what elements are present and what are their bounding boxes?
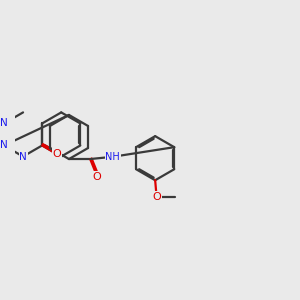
Text: N: N [19, 152, 27, 161]
Text: O: O [93, 172, 102, 182]
Text: N: N [0, 140, 8, 151]
Text: NH: NH [105, 152, 120, 162]
Text: O: O [152, 192, 161, 202]
Text: N: N [0, 118, 8, 128]
Text: O: O [52, 149, 61, 159]
